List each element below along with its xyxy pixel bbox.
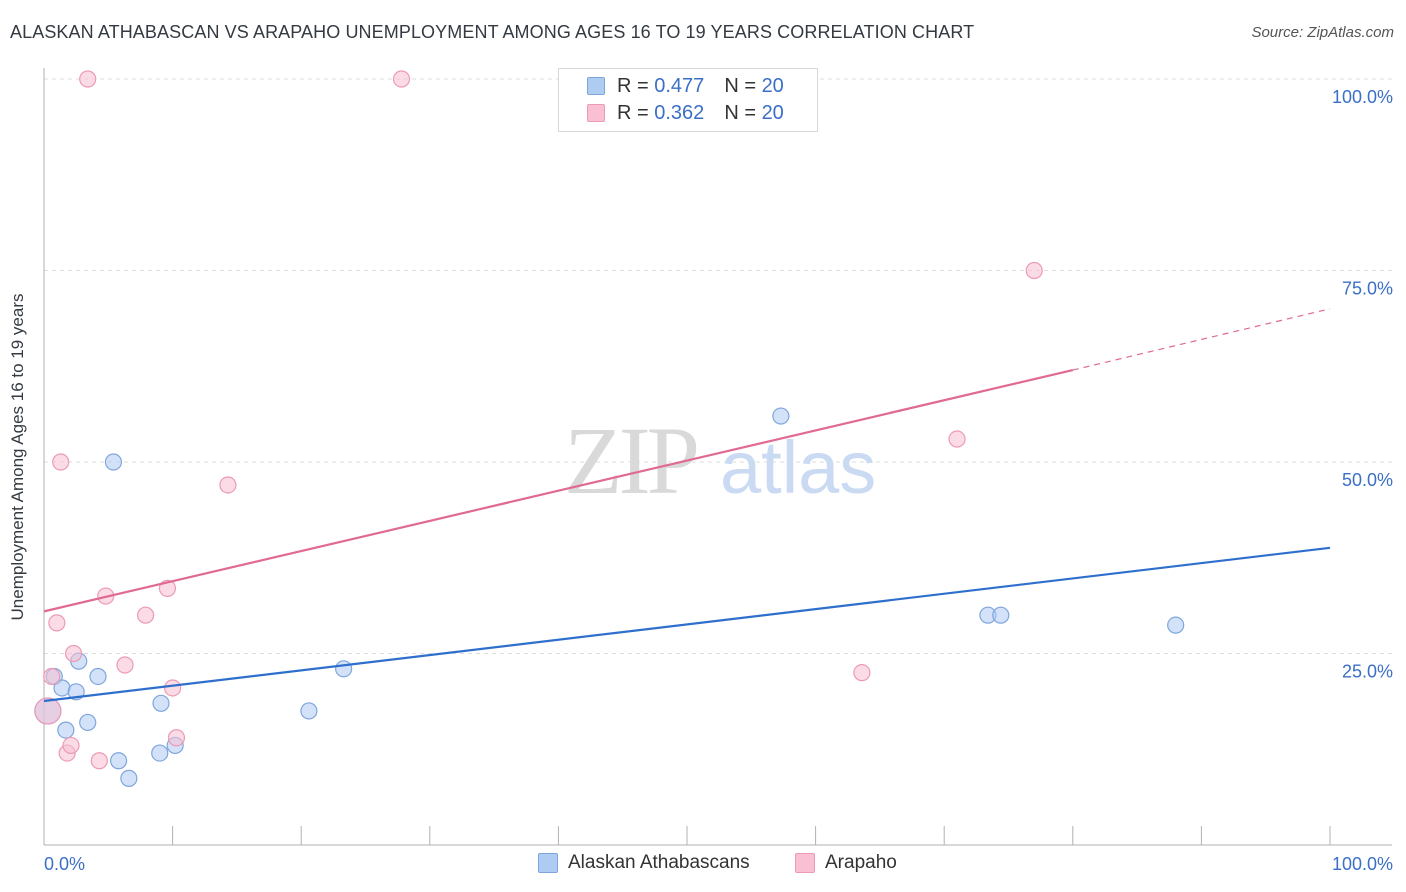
data-point: [151, 744, 169, 762]
data-point: [89, 667, 107, 686]
data-point: [167, 729, 186, 747]
data-point: [57, 721, 75, 739]
trend-line-arapaho: [43, 369, 1074, 613]
data-point: [116, 656, 134, 674]
data-point: [79, 713, 97, 732]
data-point: [136, 606, 155, 624]
data-point: [43, 667, 61, 686]
watermark-atlas: atlas: [720, 426, 876, 509]
data-point: [34, 697, 62, 725]
legend-r-value: 0.477: [654, 74, 705, 97]
x-tick-label-min: 0.0%: [44, 854, 85, 874]
legend-n-label: N =: [724, 101, 756, 124]
data-point: [219, 476, 237, 494]
grid-lines: [44, 78, 1392, 654]
y-tick-label: 100.0%: [1332, 87, 1393, 107]
data-point: [48, 614, 66, 632]
legend-r-label: R =: [617, 74, 649, 97]
y-tick-label: 25.0%: [1342, 662, 1393, 682]
stats-legend: R = 0.477 N = 20 R = 0.362 N = 20: [558, 68, 818, 132]
data-point: [392, 70, 411, 88]
x-tick-label-max: 100.0%: [1332, 854, 1393, 874]
data-point: [64, 644, 83, 663]
legend-n-value: 20: [761, 101, 784, 124]
legend-n-label: N =: [724, 74, 756, 97]
data-point: [79, 70, 97, 88]
legend-r-label: R =: [617, 101, 649, 124]
y-tick-label: 50.0%: [1342, 470, 1393, 490]
axes: [43, 68, 1392, 846]
bottom-legend-label-alaskan: Alaskan Athabascans: [568, 852, 750, 873]
data-point: [1025, 261, 1043, 280]
data-point: [300, 702, 318, 720]
data-point: [853, 664, 871, 682]
chart-source: Source: ZipAtlas.com: [1251, 24, 1394, 41]
bottom-legend-swatch-blue: [538, 853, 558, 873]
data-point: [62, 736, 80, 755]
chart-title: ALASKAN ATHABASCAN VS ARAPAHO UNEMPLOYME…: [10, 22, 975, 42]
watermark: ZIP atlas: [564, 407, 876, 514]
legend-row-alaskan: R = 0.477 N = 20: [587, 74, 784, 98]
data-point: [164, 679, 182, 697]
bottom-legend-swatch-pink: [795, 853, 815, 873]
legend-row-arapaho: R = 0.362 N = 20: [587, 101, 784, 125]
data-point: [90, 752, 108, 770]
watermark-zip: ZIP: [564, 407, 697, 514]
legend-n-value: 20: [761, 74, 784, 97]
data-point: [992, 606, 1010, 624]
data-point: [948, 430, 966, 448]
data-point: [152, 694, 170, 712]
y-tick-label: 75.0%: [1342, 279, 1393, 299]
bottom-legend-label-arapaho: Arapaho: [825, 852, 897, 873]
trend-line-arapaho-extension: [1072, 308, 1331, 371]
legend-r-value: 0.362: [654, 101, 705, 124]
data-point: [1167, 616, 1185, 634]
legend-swatch-pink: [587, 104, 605, 122]
data-point: [52, 453, 70, 471]
data-point: [120, 769, 138, 787]
data-point: [335, 660, 353, 678]
data-point: [104, 453, 123, 471]
data-point: [772, 407, 790, 425]
trend-line-alaskan: [43, 546, 1331, 703]
bottom-legend-arapaho: Arapaho: [795, 852, 897, 874]
data-point: [109, 752, 128, 770]
bottom-legend-alaskan: Alaskan Athabascans: [538, 852, 750, 874]
series-arapaho: [34, 70, 1043, 770]
legend-swatch-blue: [587, 77, 605, 95]
